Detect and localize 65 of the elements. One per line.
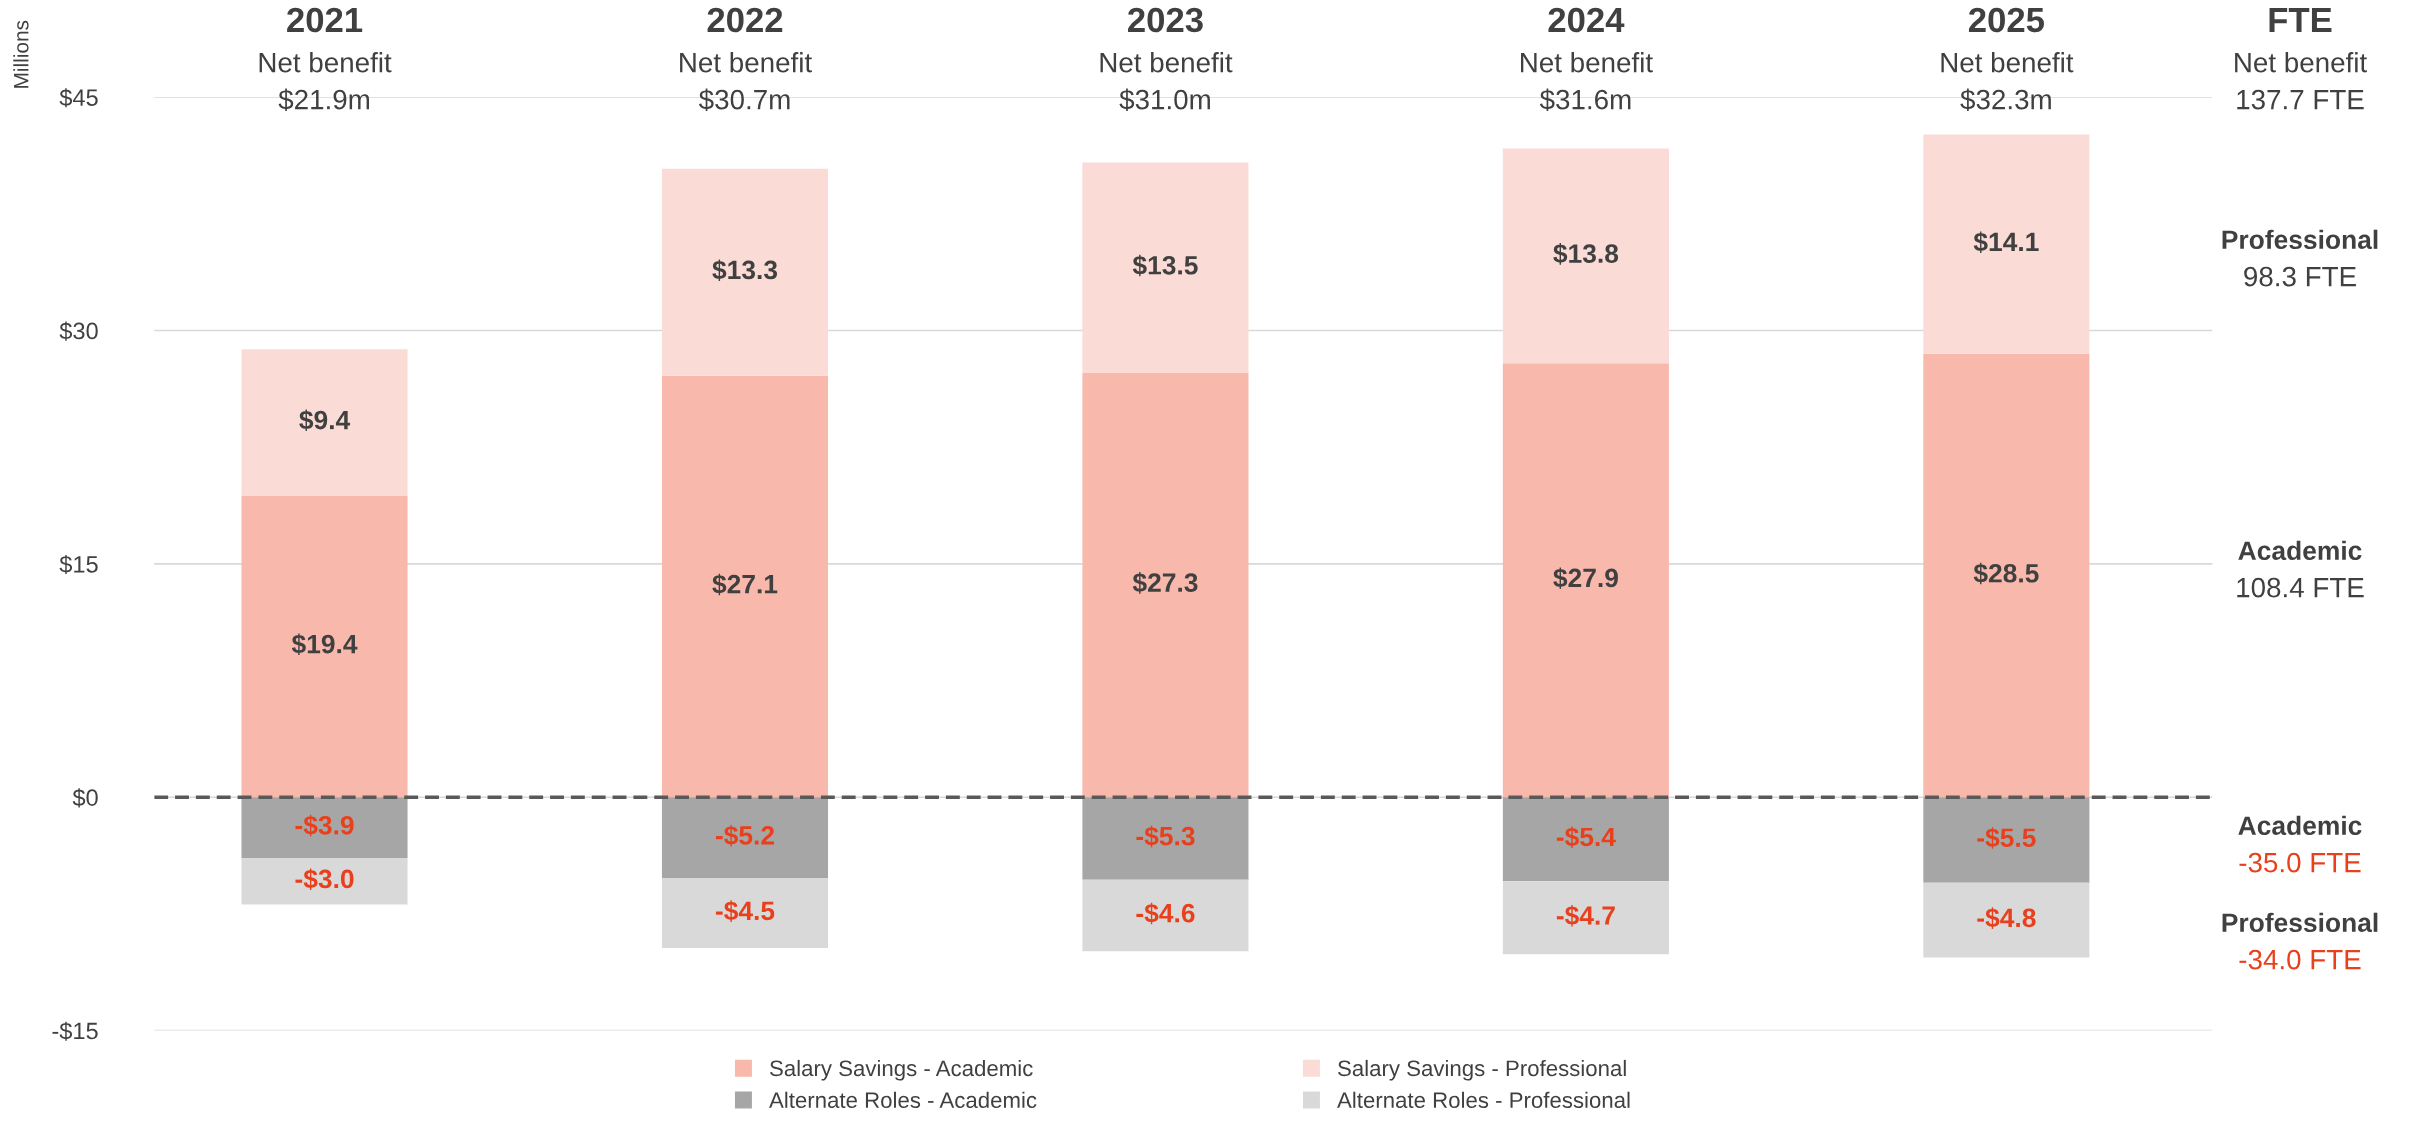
data-label: -$4.5 — [715, 900, 775, 922]
annotation: Net benefit $31.0m — [1100, 52, 1233, 112]
data-label: $9.4 — [299, 409, 351, 432]
data-label: $14.1 — [1973, 231, 2039, 253]
bar — [1923, 797, 2090, 883]
y-tick-label: $45 — [59, 88, 98, 108]
y-tick-label: $0 — [72, 788, 98, 808]
bar — [1082, 372, 1249, 798]
data-label: -$4.8 — [1977, 907, 2036, 929]
bar — [241, 349, 408, 496]
y-tick-label: $30 — [59, 321, 98, 341]
annotation: Net benefit $30.7m — [680, 52, 812, 112]
bar — [241, 797, 408, 858]
annotation: Net benefit $21.9m — [259, 52, 392, 112]
bar — [661, 375, 829, 798]
data-label: -$4.6 — [1136, 902, 1195, 925]
y-tick-label: $15 — [59, 554, 98, 575]
data-label: -$5.3 — [1136, 825, 1195, 848]
bar — [1502, 363, 1669, 798]
bar — [1923, 882, 2090, 958]
legend-label: Alternate Roles - Academic — [769, 1091, 1037, 1109]
x-tick-label: 2024 — [1548, 7, 1625, 33]
bar — [661, 168, 829, 376]
data-label: -$5.2 — [715, 824, 774, 847]
bar — [1502, 797, 1669, 882]
annotation: Net benefit $32.3m — [1941, 52, 2074, 112]
data-label: $19.4 — [291, 633, 358, 656]
bar — [1082, 879, 1249, 952]
data-label: $28.5 — [1973, 562, 2039, 585]
data-label: -$3.0 — [295, 868, 354, 890]
bar — [1923, 134, 2090, 354]
bar — [1502, 881, 1669, 955]
x-tick-label: 2022 — [707, 7, 783, 33]
data-label: -$5.4 — [1556, 826, 1616, 848]
x-tick-label: 2021 — [287, 7, 363, 33]
bar — [1082, 162, 1249, 373]
data-label: $13.8 — [1553, 243, 1619, 265]
text: Academic 108.4 FTE — [2237, 540, 2364, 598]
data-label: $13.5 — [1132, 254, 1198, 277]
bar — [661, 797, 829, 879]
x-tick-label: 2025 — [1968, 7, 2045, 33]
bar — [241, 495, 408, 798]
data-label: $27.9 — [1553, 567, 1618, 589]
text: Academic -35.0 FTE — [2238, 815, 2362, 873]
legend-label: Alternate Roles - Professional — [1337, 1091, 1630, 1109]
legend-label: Salary Savings - Academic — [770, 1059, 1033, 1081]
y-tick-label: -$15 — [52, 1021, 98, 1041]
data-label: $27.3 — [1132, 572, 1198, 594]
annotation: Net benefit $31.6m — [1521, 52, 1653, 112]
bar — [241, 857, 408, 905]
data-label: -$4.7 — [1556, 905, 1615, 927]
bar — [1082, 797, 1249, 880]
legend-label: Salary Savings - Professional — [1338, 1059, 1626, 1081]
data-label: -$5.5 — [1977, 827, 2036, 849]
x-tick-label: 2023 — [1128, 7, 1203, 33]
data-label: $27.1 — [712, 573, 778, 596]
bar — [1502, 148, 1669, 364]
data-label: $13.3 — [712, 259, 778, 281]
text: FTE Net benefit 137.7 FTE — [2235, 8, 2367, 110]
text: Professional -34.0 FTE — [2222, 912, 2378, 970]
data-label: -$3.9 — [295, 814, 354, 837]
text: Professional 98.3 FTE — [2222, 229, 2378, 287]
bar — [661, 878, 829, 949]
y-axis-title: Millions — [13, 20, 29, 88]
bar — [1923, 353, 2090, 798]
